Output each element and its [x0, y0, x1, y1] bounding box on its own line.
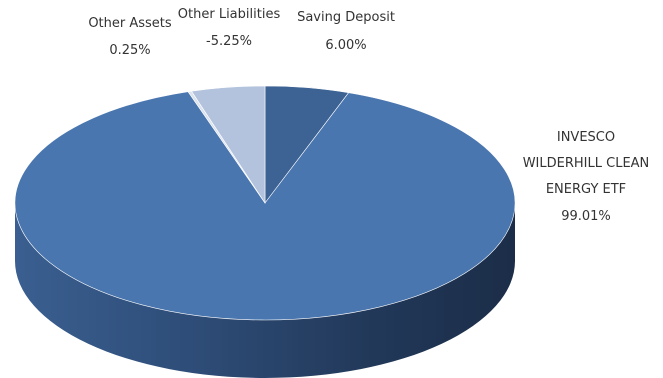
pie-side-wall: [15, 203, 515, 378]
slice-label-name: Saving Deposit: [297, 10, 395, 25]
slice-label-name: Other Liabilities: [178, 7, 281, 22]
slice-label-name-line1: INVESCO: [557, 130, 615, 145]
slice-label-name: Other Assets: [88, 16, 172, 31]
slice-label-value: 6.00%: [325, 38, 366, 53]
slice-label-other-assets: Other Assets 0.25%: [88, 16, 172, 58]
pie-slice-invesco-wilderhill-clean-energy-etf: [14, 91, 516, 321]
slice-label-value: 99.01%: [561, 209, 611, 224]
slice-label-invesco-etf: INVESCO WILDERHILL CLEAN ENERGY ETF 99.0…: [523, 130, 650, 224]
slice-label-saving-deposit: Saving Deposit 6.00%: [297, 10, 395, 53]
pie-slices: [14, 85, 516, 321]
slice-label-name-line3: ENERGY ETF: [546, 182, 626, 197]
slice-label-value: -5.25%: [206, 34, 252, 49]
pie-slice-other-liabilities: [190, 85, 266, 205]
slice-label-other-liabilities: Other Liabilities -5.25%: [178, 7, 281, 49]
slice-label-name-line2: WILDERHILL CLEAN: [523, 156, 650, 171]
slice-label-value: 0.25%: [109, 43, 150, 58]
